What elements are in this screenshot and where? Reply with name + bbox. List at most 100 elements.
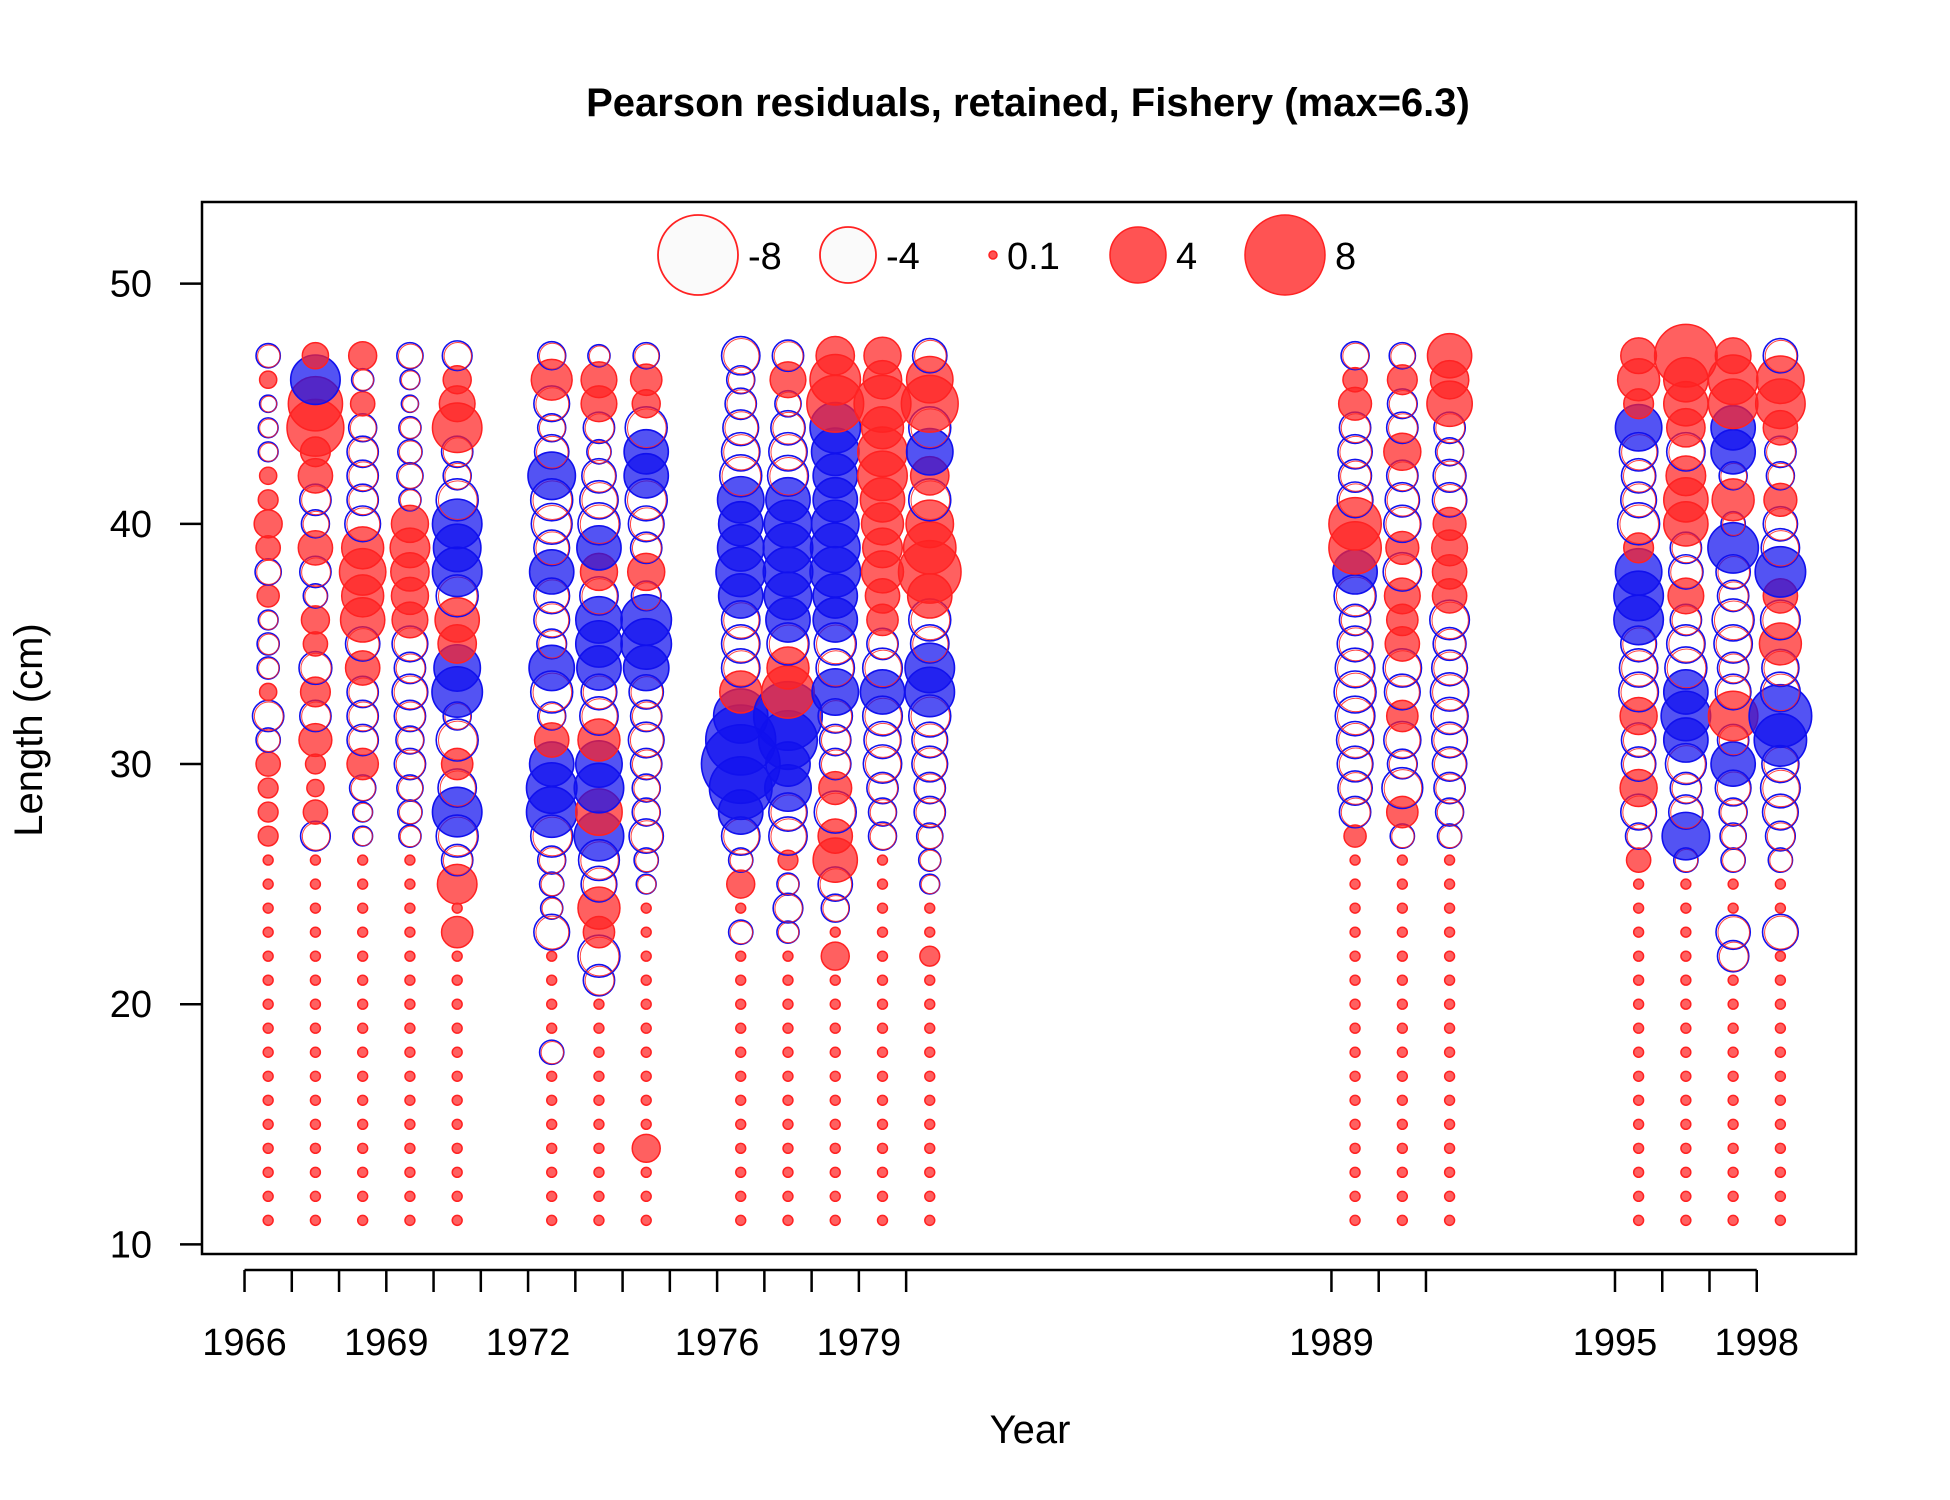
bubble-positive	[1680, 1094, 1692, 1106]
bubble-positive	[257, 777, 279, 799]
bubble-negative-outline	[443, 341, 472, 371]
bubble-positive	[735, 1190, 747, 1203]
bubble-negative	[346, 435, 380, 469]
bubble-positive	[356, 1046, 369, 1058]
bubble-positive	[530, 358, 573, 401]
bubble-negative	[1620, 457, 1657, 494]
bubble-negative	[440, 843, 474, 877]
bubble-negative-outline	[869, 823, 897, 850]
bubble-negative	[867, 821, 898, 851]
bubble-negative	[346, 723, 380, 757]
bubble-negative-outline	[920, 874, 940, 895]
bubble-positive	[262, 1070, 274, 1082]
bubble-negative	[1618, 647, 1659, 688]
bubble-negative-outline	[400, 370, 421, 390]
bubble-negative-outline	[1340, 797, 1371, 828]
bubble-positive	[640, 974, 652, 986]
bubble-negative-outline	[541, 897, 563, 920]
bubble-negative-outline	[399, 825, 422, 848]
bubble-positive	[356, 878, 369, 890]
legend-label: -4	[886, 236, 920, 278]
bubble-positive	[1632, 1118, 1645, 1130]
legend-label: -8	[748, 236, 782, 278]
bubble-negative-outline	[1718, 581, 1749, 612]
bubble-negative-outline	[633, 799, 661, 826]
bubble-negative	[1430, 649, 1469, 687]
bubble-negative-outline	[1432, 674, 1469, 711]
bubble-negative	[393, 747, 427, 781]
bubble-positive	[356, 926, 369, 938]
bubble-negative-outline	[1619, 504, 1660, 545]
bubble-negative-outline	[630, 820, 664, 853]
bubble-positive	[1680, 1070, 1692, 1082]
bubble-positive	[1443, 1166, 1456, 1179]
bubble-positive	[451, 1166, 463, 1179]
y-tick-label: 20	[110, 984, 152, 1026]
bubble-positive	[451, 902, 463, 914]
bubble-positive	[829, 1118, 841, 1130]
bubble-positive	[1680, 1022, 1692, 1034]
bubble-negative	[627, 721, 665, 759]
bubble-positive	[1426, 332, 1473, 379]
bubble-positive	[546, 1142, 558, 1155]
bubble-negative	[629, 747, 663, 781]
bubble-positive	[404, 902, 416, 914]
bubble-negative	[720, 623, 761, 664]
bubble-negative	[1336, 745, 1374, 783]
bubble-negative	[766, 454, 810, 498]
bubble-positive	[1632, 1070, 1645, 1082]
bubble-positive	[434, 597, 481, 643]
bubble-positive	[301, 341, 330, 370]
bubble-negative-outline	[538, 703, 566, 730]
bubble-negative-outline	[1720, 799, 1748, 826]
bubble-positive	[1680, 878, 1692, 890]
bubble-positive	[356, 1190, 369, 1203]
bubble-negative	[580, 865, 618, 903]
bubble-negative-outline	[398, 440, 423, 464]
bubble-negative-outline	[535, 531, 570, 566]
bubble-positive	[404, 974, 416, 986]
bubble-positive	[782, 1046, 794, 1058]
bubble-positive	[1349, 878, 1361, 890]
bubble-negative-outline	[1338, 483, 1373, 518]
bubble-negative	[391, 673, 429, 711]
bubble-negative-outline	[1717, 916, 1750, 949]
y-axis: 10 20 30 40 50	[110, 264, 202, 1266]
bubble-negative	[1667, 794, 1704, 830]
bubble-negative-outline	[1336, 697, 1375, 736]
bubble-negative-outline	[1764, 339, 1798, 373]
bubble-positive	[253, 509, 283, 539]
x-tick-label: 1998	[1714, 1322, 1799, 1364]
bubble-positive	[309, 854, 322, 866]
bubble-negative	[1384, 481, 1421, 518]
bubble-positive	[1774, 1094, 1787, 1106]
bubble-negative	[1431, 746, 1468, 782]
bubble-positive	[640, 1046, 652, 1058]
bubble-negative-outline	[399, 417, 422, 439]
bubble-negative	[442, 461, 472, 491]
bubble-negative	[725, 364, 756, 395]
bubble-positive	[640, 1094, 652, 1106]
bubble-negative-outline	[777, 873, 800, 896]
bubble-positive	[404, 854, 416, 866]
bubble-negative-outline	[1432, 698, 1468, 734]
bubble-negative-outline	[397, 775, 424, 801]
bubble-negative-outline	[631, 533, 662, 564]
bubble-negative-outline	[915, 773, 946, 804]
bubble-positive	[593, 1022, 605, 1034]
bubble-negative	[913, 771, 947, 805]
bubble-positive	[1396, 950, 1409, 962]
bubble-positive	[1349, 974, 1361, 986]
bubble-positive	[924, 974, 936, 986]
bubble-positive	[404, 1118, 416, 1130]
bubble-positive	[356, 974, 369, 986]
bubble-negative-outline	[1383, 769, 1423, 808]
bubble-negative	[1718, 797, 1748, 827]
bubble-negative	[582, 963, 616, 997]
bubble-positive	[404, 1022, 416, 1034]
bubble-positive	[302, 631, 329, 657]
bubble-positive	[1396, 878, 1409, 890]
bubble-positive	[309, 1070, 322, 1082]
bubble-positive	[262, 1190, 274, 1203]
bubble-negative	[628, 818, 665, 855]
